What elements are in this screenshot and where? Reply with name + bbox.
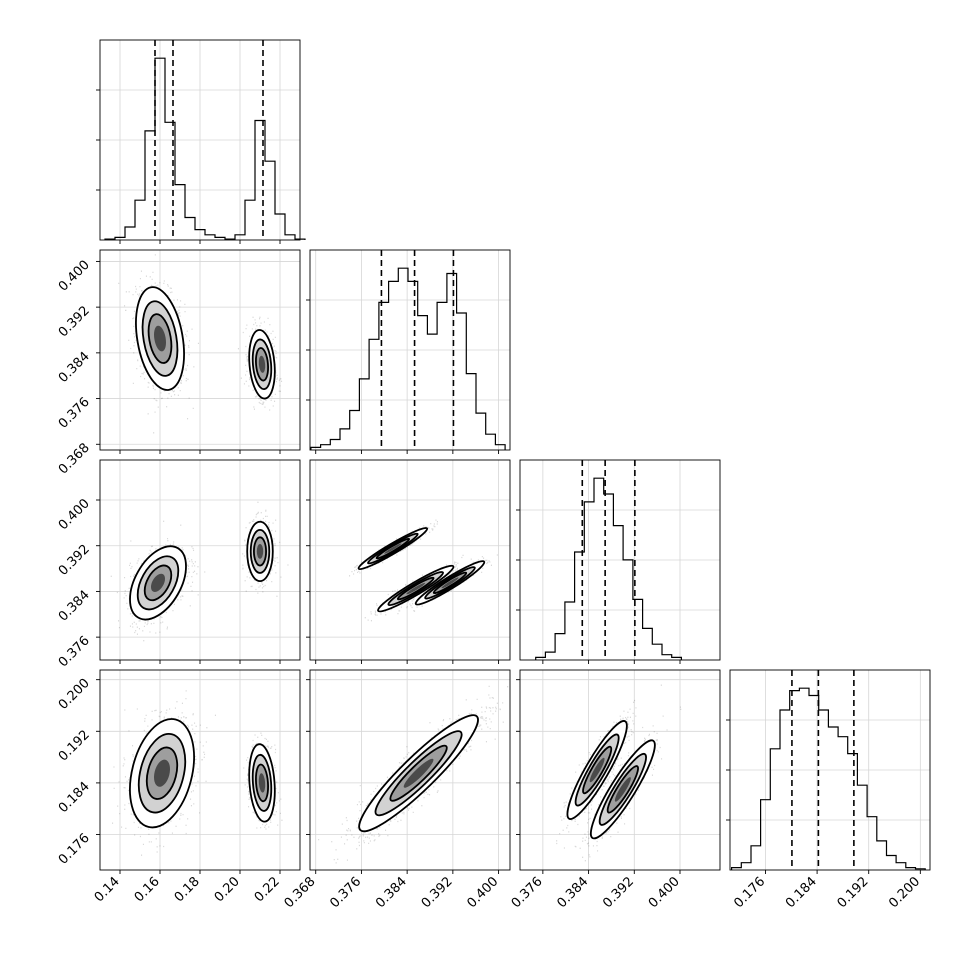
x-tick-label: 0.176 bbox=[731, 874, 768, 911]
y-tick-label: 0.176 bbox=[56, 831, 93, 868]
histogram-panel-3 bbox=[726, 669, 931, 871]
contour-mode-0-level-3 bbox=[403, 758, 434, 788]
histogram-panel-0 bbox=[96, 39, 306, 241]
panel-frame bbox=[309, 669, 511, 871]
x-tick-label: 0.392 bbox=[600, 874, 637, 911]
y-tick-label: 0.400 bbox=[56, 496, 93, 533]
contour-mode-0-level-3 bbox=[154, 325, 167, 352]
x-tick-label: 0.392 bbox=[419, 874, 456, 911]
x-tick-label: 0.14 bbox=[92, 874, 123, 905]
joint-panel-3-1 bbox=[309, 669, 511, 871]
contour-mode-0-level-3 bbox=[150, 573, 165, 592]
y-tick-label: 0.368 bbox=[56, 441, 93, 478]
y-tick-label: 0.184 bbox=[56, 779, 93, 816]
x-tick-label: 0.16 bbox=[132, 874, 163, 905]
y-tick-label: 0.400 bbox=[56, 258, 93, 295]
histogram-steps bbox=[731, 687, 926, 870]
histogram-panel-1 bbox=[306, 249, 511, 451]
joint-panel-1-0 bbox=[99, 249, 301, 451]
panel-frame bbox=[309, 459, 511, 661]
histogram-steps bbox=[535, 477, 682, 660]
joint-panel-2-1 bbox=[309, 459, 511, 661]
y-tick-label: 0.200 bbox=[56, 676, 93, 713]
panel-frame bbox=[309, 249, 511, 451]
y-tick-label: 0.192 bbox=[56, 728, 93, 765]
y-tick-label: 0.376 bbox=[56, 633, 93, 670]
y-tick-label: 0.392 bbox=[56, 303, 93, 340]
x-tick-label: 0.200 bbox=[886, 874, 923, 911]
x-tick-label: 0.400 bbox=[646, 874, 683, 911]
contour-mode-1-level-3 bbox=[258, 355, 266, 373]
x-tick-label: 0.376 bbox=[327, 874, 364, 911]
scatter-points bbox=[349, 519, 498, 622]
x-tick-label: 0.368 bbox=[282, 874, 319, 911]
x-tick-label: 0.400 bbox=[464, 874, 501, 911]
x-tick-label: 0.20 bbox=[212, 874, 243, 905]
x-tick-label: 0.384 bbox=[554, 874, 591, 911]
joint-panel-3-2 bbox=[519, 669, 721, 871]
joint-panel-2-0 bbox=[99, 459, 301, 661]
contour-mode-1-level-3 bbox=[258, 773, 266, 793]
contour-mode-0-level-3 bbox=[384, 543, 402, 554]
histogram-steps bbox=[104, 57, 306, 240]
joint-panel-3-0 bbox=[99, 669, 301, 871]
x-tick-label: 0.22 bbox=[252, 874, 283, 905]
x-tick-label: 0.192 bbox=[835, 874, 872, 911]
x-tick-label: 0.376 bbox=[509, 874, 546, 911]
contour-mode-1-level-3 bbox=[256, 544, 264, 559]
y-tick-label: 0.384 bbox=[56, 349, 93, 386]
x-tick-label: 0.384 bbox=[373, 874, 410, 911]
contour-mode-0-level-3 bbox=[153, 759, 170, 787]
contour-mode-1-level-3 bbox=[406, 582, 426, 595]
y-tick-label: 0.384 bbox=[56, 588, 93, 625]
panel-frame bbox=[519, 459, 721, 661]
contour-mode-2-level-3 bbox=[441, 577, 459, 589]
histogram-steps bbox=[310, 267, 506, 450]
y-tick-label: 0.376 bbox=[56, 395, 93, 432]
x-tick-label: 0.18 bbox=[172, 874, 203, 905]
x-tick-label: 0.184 bbox=[783, 874, 820, 911]
contour-mode-1-level-3 bbox=[614, 777, 631, 802]
y-tick-label: 0.392 bbox=[56, 542, 93, 579]
panel-frame bbox=[729, 669, 931, 871]
contour-mode-0-level-3 bbox=[589, 757, 605, 783]
panel-frame bbox=[519, 669, 721, 871]
histogram-panel-2 bbox=[516, 459, 721, 661]
